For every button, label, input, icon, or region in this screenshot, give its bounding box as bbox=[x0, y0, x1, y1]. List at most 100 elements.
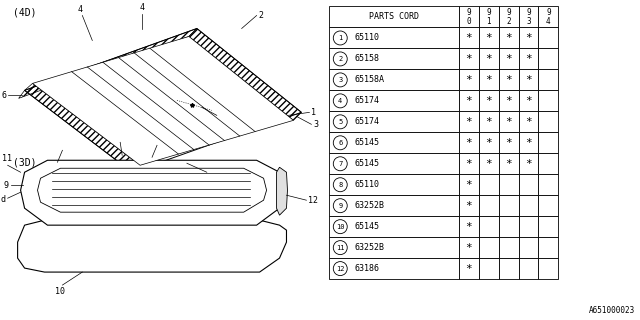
Circle shape bbox=[333, 199, 348, 213]
Text: *: * bbox=[465, 222, 472, 232]
Bar bbox=[479, 258, 499, 279]
Text: 12: 12 bbox=[336, 266, 344, 272]
Text: 65110: 65110 bbox=[354, 34, 379, 43]
Bar bbox=[538, 132, 558, 153]
Bar bbox=[459, 153, 479, 174]
Bar bbox=[459, 174, 479, 195]
Bar bbox=[330, 48, 459, 69]
Bar bbox=[459, 216, 479, 237]
Bar bbox=[330, 132, 459, 153]
Bar bbox=[330, 237, 459, 258]
Text: 9: 9 bbox=[4, 181, 9, 190]
Text: *: * bbox=[465, 54, 472, 64]
Bar bbox=[538, 174, 558, 195]
Text: *: * bbox=[505, 117, 512, 127]
Bar bbox=[499, 5, 518, 28]
Circle shape bbox=[333, 220, 348, 234]
Text: *: * bbox=[525, 54, 532, 64]
Text: *: * bbox=[525, 117, 532, 127]
Bar bbox=[479, 48, 499, 69]
Bar bbox=[479, 69, 499, 90]
Bar bbox=[479, 132, 499, 153]
Text: 65174: 65174 bbox=[354, 117, 379, 126]
Bar bbox=[330, 111, 459, 132]
Circle shape bbox=[333, 52, 348, 66]
Bar bbox=[330, 174, 459, 195]
Text: *: * bbox=[485, 33, 492, 43]
Text: 8: 8 bbox=[338, 182, 342, 188]
Text: A651000023: A651000023 bbox=[589, 306, 635, 315]
Text: *: * bbox=[485, 75, 492, 85]
Bar bbox=[499, 258, 518, 279]
Text: 1: 1 bbox=[312, 108, 316, 117]
Text: 11: 11 bbox=[336, 244, 344, 251]
Bar bbox=[518, 48, 538, 69]
Bar bbox=[518, 195, 538, 216]
Text: 65145: 65145 bbox=[354, 138, 379, 147]
Text: 3: 3 bbox=[338, 77, 342, 83]
Bar bbox=[538, 69, 558, 90]
Text: 8: 8 bbox=[159, 140, 164, 149]
Bar bbox=[459, 48, 479, 69]
Bar bbox=[538, 111, 558, 132]
Circle shape bbox=[333, 94, 348, 108]
Text: 9
4: 9 4 bbox=[546, 7, 550, 26]
Text: 65158A: 65158A bbox=[354, 76, 384, 84]
Bar bbox=[518, 132, 538, 153]
Bar bbox=[330, 69, 459, 90]
Bar bbox=[538, 153, 558, 174]
Text: *: * bbox=[525, 96, 532, 106]
Text: *: * bbox=[465, 138, 472, 148]
Bar bbox=[499, 69, 518, 90]
Text: *: * bbox=[505, 138, 512, 148]
Circle shape bbox=[333, 73, 348, 87]
Text: *: * bbox=[465, 180, 472, 190]
Text: *: * bbox=[505, 54, 512, 64]
Text: 5: 5 bbox=[338, 119, 342, 125]
Text: *: * bbox=[525, 159, 532, 169]
Bar bbox=[518, 258, 538, 279]
Bar bbox=[330, 5, 459, 28]
Bar bbox=[330, 28, 459, 48]
Text: 63252B: 63252B bbox=[354, 201, 384, 210]
Bar bbox=[518, 174, 538, 195]
Bar bbox=[479, 174, 499, 195]
Text: d: d bbox=[1, 195, 6, 204]
Text: *: * bbox=[505, 159, 512, 169]
Bar bbox=[459, 132, 479, 153]
Bar bbox=[499, 195, 518, 216]
Text: 63252B: 63252B bbox=[354, 243, 384, 252]
Circle shape bbox=[333, 136, 348, 150]
Bar bbox=[499, 132, 518, 153]
Bar bbox=[459, 258, 479, 279]
Text: *: * bbox=[525, 75, 532, 85]
Bar bbox=[499, 174, 518, 195]
Text: (4D): (4D) bbox=[13, 7, 36, 18]
Bar bbox=[499, 153, 518, 174]
Text: *: * bbox=[465, 75, 472, 85]
Polygon shape bbox=[276, 167, 287, 215]
Text: 65110: 65110 bbox=[354, 180, 379, 189]
Text: *: * bbox=[505, 33, 512, 43]
Text: *: * bbox=[465, 201, 472, 211]
Bar bbox=[479, 237, 499, 258]
Bar bbox=[538, 258, 558, 279]
Text: 6: 6 bbox=[2, 91, 6, 100]
Bar bbox=[518, 5, 538, 28]
Bar bbox=[538, 28, 558, 48]
Text: *: * bbox=[465, 243, 472, 252]
Text: 1: 1 bbox=[338, 35, 342, 41]
Bar bbox=[538, 90, 558, 111]
Text: *: * bbox=[465, 96, 472, 106]
Circle shape bbox=[333, 241, 348, 255]
Bar bbox=[538, 216, 558, 237]
Text: 9
1: 9 1 bbox=[486, 7, 491, 26]
Text: PARTS CORD: PARTS CORD bbox=[369, 12, 419, 21]
Text: 3: 3 bbox=[314, 120, 318, 129]
Bar bbox=[499, 111, 518, 132]
Bar bbox=[479, 195, 499, 216]
Bar bbox=[499, 90, 518, 111]
Text: 10: 10 bbox=[56, 287, 65, 296]
Text: *: * bbox=[465, 159, 472, 169]
Text: 65145: 65145 bbox=[354, 222, 379, 231]
